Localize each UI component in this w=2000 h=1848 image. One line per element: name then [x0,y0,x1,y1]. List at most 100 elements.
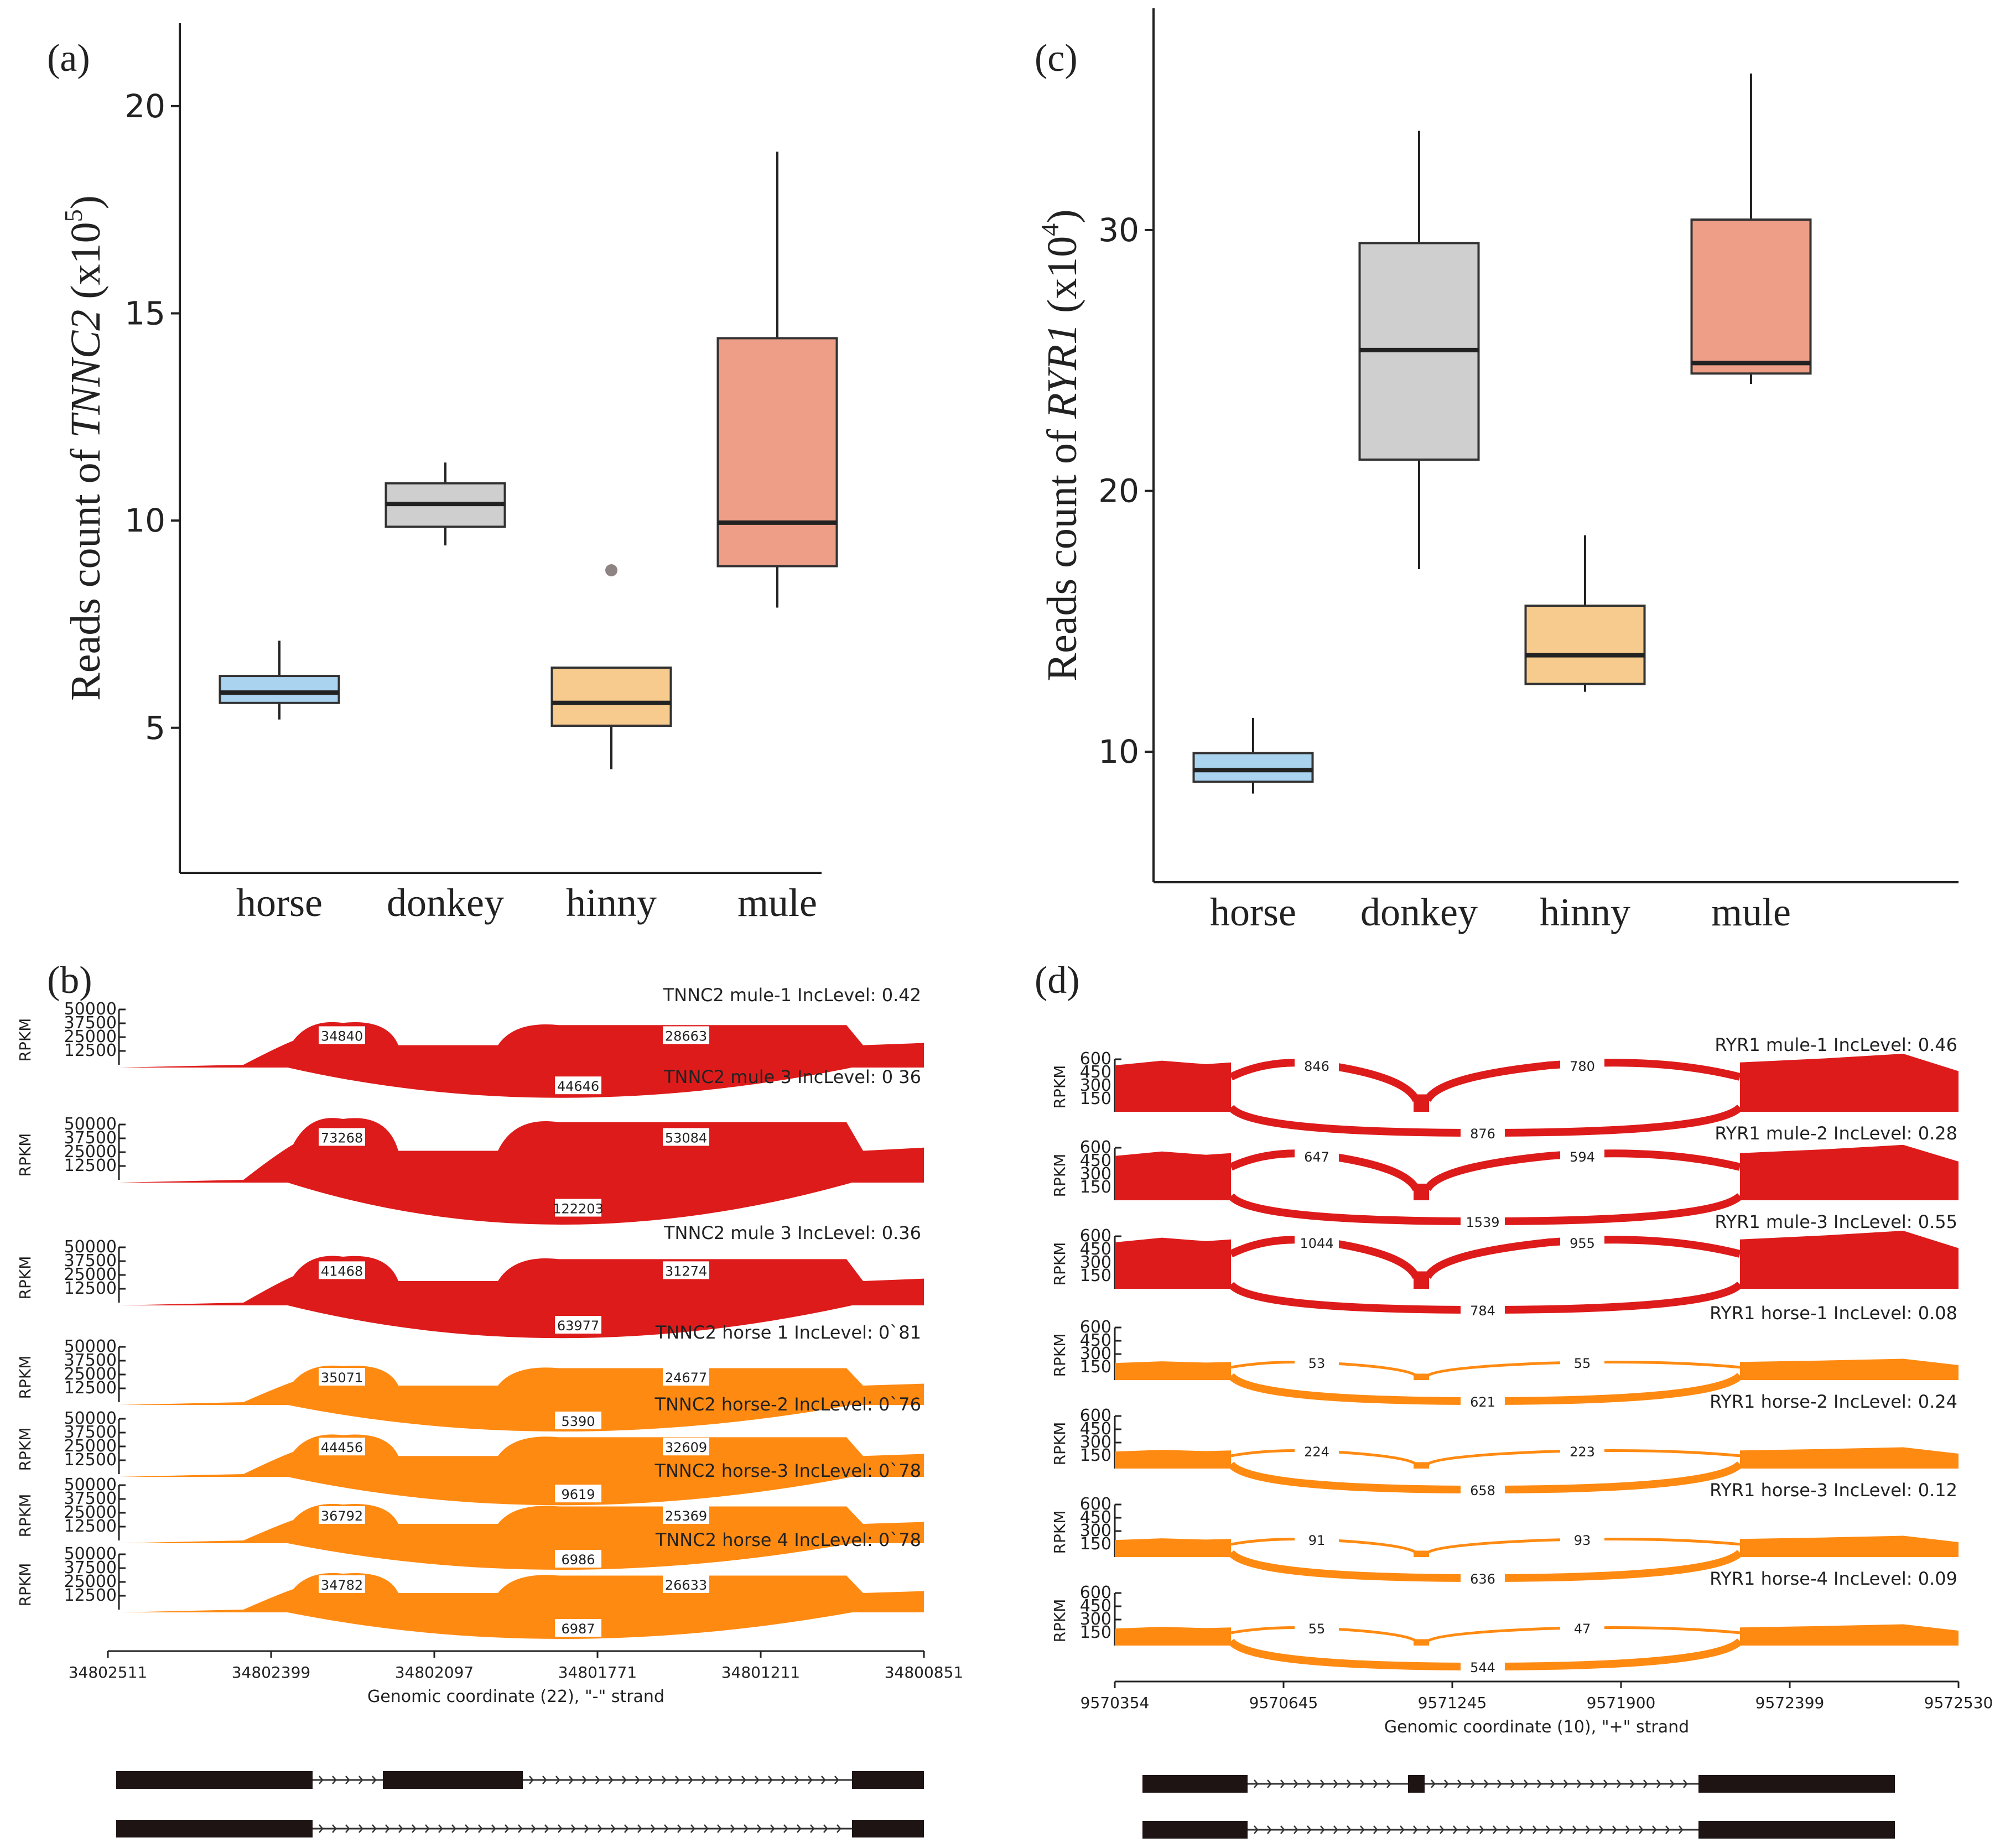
coverage-right [1740,1144,1959,1200]
x-tick-label: 9572399 [1755,1694,1825,1712]
intron-arrow [704,1824,709,1833]
skip-count: 44646 [557,1079,599,1094]
junction-count-2-box [1560,1233,1604,1251]
junction-count-1: 34782 [321,1578,363,1593]
track-y-tick-label: 300 [1080,1433,1111,1452]
intron-arrow [1386,1779,1391,1788]
junction-count-1: 91 [1308,1533,1326,1548]
skip-count-box [555,1412,601,1429]
skip-count-box [1461,1569,1505,1586]
exon [852,1771,924,1789]
box-mule [716,337,838,568]
intron-arrow [1360,1825,1365,1834]
track-y-tick-label: 12500 [64,1156,117,1175]
inclusion-arc-2 [1424,1059,1741,1102]
intron-arrow [611,1824,616,1833]
track-y-tick-label: 450 [1080,1063,1111,1082]
x-tick-label: donkey [387,881,504,925]
y-axis-label: Reads count of TNNC2 (x105) [59,195,109,701]
panel-label-d: (d) [1035,959,1080,1002]
track-y-label: RPKM [1051,1599,1069,1643]
box-horse [219,675,340,704]
track-y-tick-label: 25000 [64,1265,117,1284]
track-y-tick-label: 150 [1080,1357,1111,1377]
skip-count-box [555,1199,601,1217]
junction-count-2: 25369 [665,1508,707,1524]
x-tick-label: 34800851 [885,1663,964,1682]
track-title: RYR1 mule-2 IncLevel: 0.28 [1715,1123,1957,1144]
intron-arrow [1617,1779,1622,1788]
junction-count-1-box [319,1506,365,1524]
skip-count: 6986 [561,1552,595,1568]
skip-count: 636 [1470,1571,1495,1587]
intron-arrow [451,1824,456,1833]
intron-arrow [1563,1779,1568,1788]
junction-count-2: 594 [1570,1149,1595,1165]
junction-count-2-box [1560,1618,1604,1636]
intron-arrow [345,1776,350,1784]
intron-arrow [558,1824,563,1833]
intron-arrow [582,1776,587,1784]
intron-arrow [637,1824,642,1833]
x-tick-label: 34801211 [721,1663,801,1682]
exon [1698,1775,1895,1793]
junction-count-2: 24677 [665,1370,707,1386]
y-tick-label: 5 [145,709,165,747]
y-tick-label: 30 [1098,211,1139,249]
intron-arrow [425,1824,430,1833]
track-y-tick-label: 300 [1080,1253,1111,1272]
intron-arrow [1457,1779,1462,1788]
junction-count-1-box [1295,1147,1339,1164]
intron-arrow [1524,1779,1529,1788]
intron-arrow [1612,1825,1617,1834]
junction-count-2: 223 [1570,1444,1595,1460]
intron-arrow [1493,1825,1498,1834]
y-axis-label: Reads count of RYR1 (x104) [1036,209,1085,681]
intron-arrow [518,1824,523,1833]
x-tick-label: mule [737,881,817,925]
track-y-tick-label: 37500 [64,1351,117,1370]
intron-arrow [1484,1779,1489,1788]
track-y-tick-label: 600 [1080,1583,1111,1602]
track-y-tick-label: 25000 [64,1365,117,1384]
exon [1408,1775,1425,1793]
intron-arrow [1267,1825,1272,1834]
junction-count-2: 53084 [665,1131,707,1146]
track-y-label: RPKM [16,1563,34,1607]
intron-arrow [372,1824,377,1833]
track-y-tick-label: 450 [1080,1508,1111,1527]
track-y-tick-label: 50000 [64,1475,117,1495]
junction-count-2: 780 [1570,1059,1595,1074]
junction-count-1-box [1295,1233,1339,1251]
intron-arrow [1320,1779,1325,1788]
junction-count-1-box [1295,1618,1339,1636]
junction-count-1: 35071 [321,1370,363,1386]
intron-arrow [1373,1825,1378,1834]
intron-arrow [595,1776,600,1784]
track-y-tick-label: 25000 [64,1142,117,1162]
intron-arrow [1599,1825,1604,1834]
intron-arrow [1307,1779,1312,1788]
intron-arrow [690,1824,695,1833]
x-tick-label: donkey [1360,890,1478,934]
y-axis-label-prefix: Reads count of [63,438,109,701]
intron-arrow [465,1824,470,1833]
exon [116,1820,313,1837]
junction-count-1: 44456 [321,1440,363,1455]
intron-arrow [1386,1825,1391,1834]
y-axis-label-close: ) [63,195,109,209]
track-title: RYR1 mule-3 IncLevel: 0.55 [1715,1211,1957,1232]
intron-arrow [1293,1779,1298,1788]
intron-arrow [677,1824,682,1833]
junction-count-1-box [319,1438,365,1456]
track-y-tick-label: 300 [1080,1076,1111,1095]
x-tick-label: mule [1711,890,1791,934]
track-y-tick-label: 450 [1080,1151,1111,1170]
junction-count-2-box [1560,1147,1604,1164]
coverage [119,1118,924,1183]
